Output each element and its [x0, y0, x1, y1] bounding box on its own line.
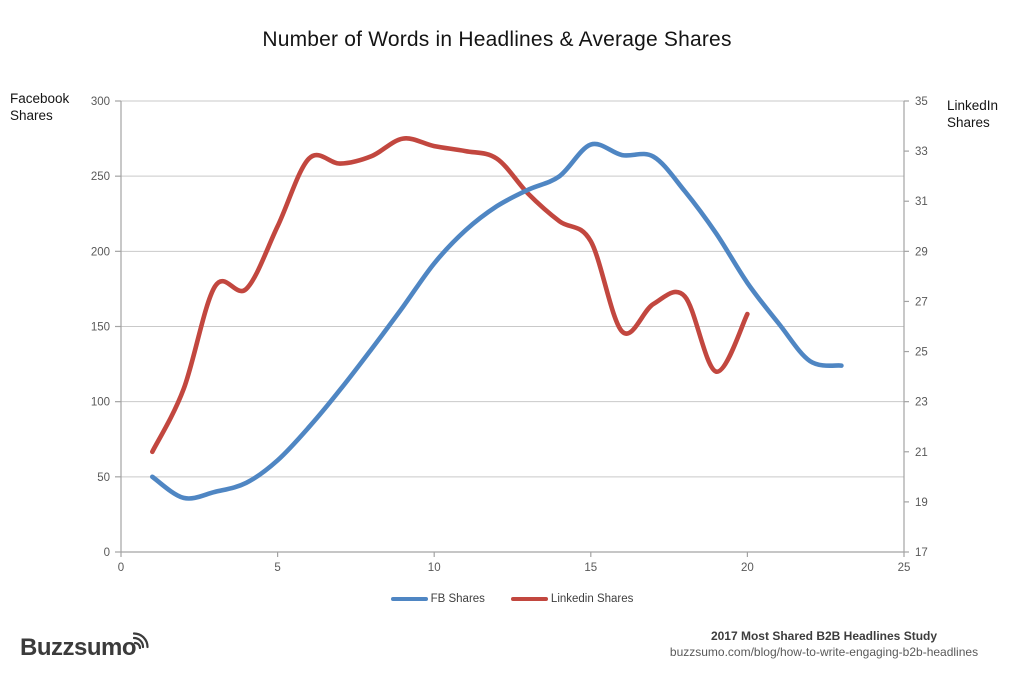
right-axis-title-line1: LinkedIn [947, 98, 999, 113]
legend-label-fb: FB Shares [430, 593, 485, 605]
source-url: buzzsumo.com/blog/how-to-write-engaging-… [669, 645, 979, 660]
y-right-tick-label: 35 [915, 96, 928, 108]
legend-item-fb: FB Shares [390, 593, 485, 605]
y-right-tick-label: 21 [915, 447, 928, 459]
left-axis-title-line1: Facebook [10, 91, 70, 106]
y-right-tick-label: 31 [915, 196, 928, 208]
y-right-tick-label: 23 [915, 397, 928, 409]
y-left-tick-label: 250 [91, 171, 110, 183]
x-tick-label: 25 [898, 562, 911, 574]
fb-line-swatch-icon [390, 596, 428, 602]
axes [115, 100, 909, 557]
x-tick-label: 5 [274, 562, 280, 574]
series-line-linkedin-shares [150, 136, 750, 455]
legend-label-linkedin: Linkedin Shares [550, 593, 634, 605]
buzzsumo-logo: Buzzsumo [20, 632, 150, 662]
right-axis-title: LinkedIn Shares [947, 98, 998, 132]
y-left-tick-label: 50 [97, 472, 110, 484]
y-left-tick-label: 150 [91, 322, 110, 334]
y-left-tick-label: 300 [91, 96, 110, 108]
y-right-tick-label: 25 [915, 347, 928, 359]
y-left-tick-label: 0 [104, 547, 110, 559]
study-title: 2017 Most Shared B2B Headlines Study [710, 629, 938, 643]
left-axis-title-line2: Shares [10, 107, 53, 123]
y-left-tick-label: 200 [91, 246, 110, 258]
buzzsumo-logo-text: Buzzsumo [20, 634, 137, 661]
left-axis-title: Facebook Shares [10, 91, 69, 125]
y-right-tick-label: 19 [915, 497, 928, 509]
legend: FB Shares Linkedin Shares [0, 593, 1024, 605]
signal-arcs-icon [133, 632, 149, 649]
chart-title: Number of Words in Headlines & Average S… [262, 28, 732, 51]
legend-item-linkedin: Linkedin Shares [510, 593, 634, 605]
y-left-tick-label: 100 [91, 397, 110, 409]
x-tick-label: 20 [741, 562, 754, 574]
linkedin-line-swatch-icon [510, 596, 548, 602]
series-line-fb-shares [150, 141, 844, 501]
y-right-tick-label: 17 [915, 547, 928, 559]
x-tick-label: 10 [428, 562, 441, 574]
right-axis-title-line2: Shares [947, 114, 990, 130]
tick-labels: 0 50 100 150 200 250 300 17 19 21 23 25 27 29 31 33 35 0 5… [91, 96, 928, 574]
y-right-tick-label: 33 [915, 146, 928, 158]
attribution: 2017 Most Shared B2B Headlines Study buz… [644, 628, 1004, 660]
y-right-tick-label: 27 [915, 296, 928, 308]
x-tick-label: 0 [118, 562, 124, 574]
y-right-tick-label: 29 [915, 246, 928, 258]
x-tick-label: 15 [584, 562, 597, 574]
